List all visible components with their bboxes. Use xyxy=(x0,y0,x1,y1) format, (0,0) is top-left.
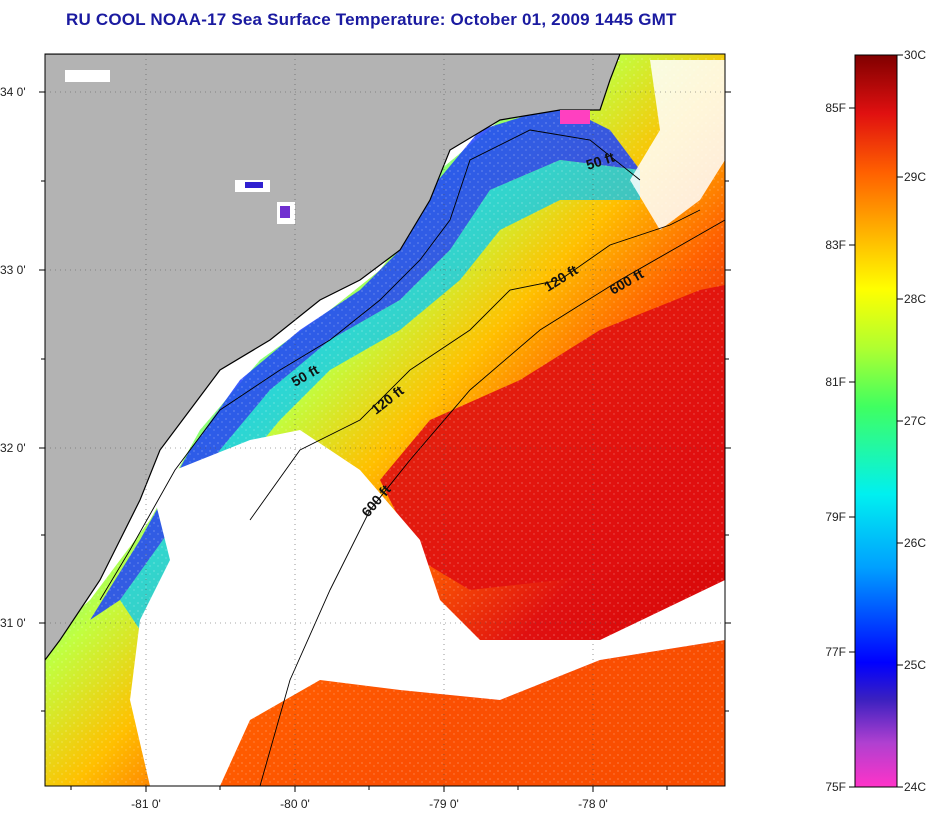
longitude-labels: -81 0' -80 0' -79 0' -78 0' xyxy=(131,797,608,811)
colorbar-f-label: 79F xyxy=(825,510,846,524)
axis-ticks xyxy=(39,91,731,792)
map-title: RU COOL NOAA-17 Sea Surface Temperature:… xyxy=(66,10,677,29)
land-mass xyxy=(45,54,620,660)
colorbar-c-label: 30C xyxy=(904,48,926,62)
colorbar: 85F 83F 81F 79F 77F 75F 30C 29C 28C 27C … xyxy=(825,48,926,794)
graticule xyxy=(45,54,725,786)
map-frame xyxy=(44,53,726,787)
lat-tick-label: 33 0' xyxy=(0,263,26,277)
colorbar-c-label: 28C xyxy=(904,292,926,306)
isobath-600ft xyxy=(259,219,725,786)
lake-feature xyxy=(245,182,263,188)
lon-tick-label: -78 0' xyxy=(578,797,608,811)
colorbar-c-label: 27C xyxy=(904,414,926,428)
lon-tick-label: -79 0' xyxy=(429,797,459,811)
lon-tick-label: -81 0' xyxy=(131,797,161,811)
latitude-labels: 34 0' 33 0' 32 0' 31 0' xyxy=(0,85,26,630)
colorbar-f-label: 81F xyxy=(825,375,846,389)
lat-tick-label: 34 0' xyxy=(0,85,26,99)
colorbar-f-label: 85F xyxy=(825,101,846,115)
colorbar-f-label: 83F xyxy=(825,238,846,252)
lake-feature xyxy=(280,206,290,218)
colorbar-c-label: 29C xyxy=(904,170,926,184)
map-panel xyxy=(45,54,725,786)
isobath-120ft xyxy=(249,209,701,521)
lon-tick-label: -80 0' xyxy=(280,797,310,811)
colorbar-c-label: 24C xyxy=(904,780,926,794)
colorbar-f-label: 75F xyxy=(825,780,846,794)
colorbar-c-label: 26C xyxy=(904,536,926,550)
inland-cloud-patch xyxy=(65,70,110,82)
colorbar-gradient xyxy=(855,55,897,787)
lat-tick-label: 31 0' xyxy=(0,616,26,630)
colorbar-f-label: 77F xyxy=(825,645,846,659)
estuary-feature xyxy=(560,110,590,124)
colorbar-c-label: 25C xyxy=(904,658,926,672)
lat-tick-label: 32 0' xyxy=(0,441,26,455)
isobath-50ft xyxy=(99,129,641,601)
